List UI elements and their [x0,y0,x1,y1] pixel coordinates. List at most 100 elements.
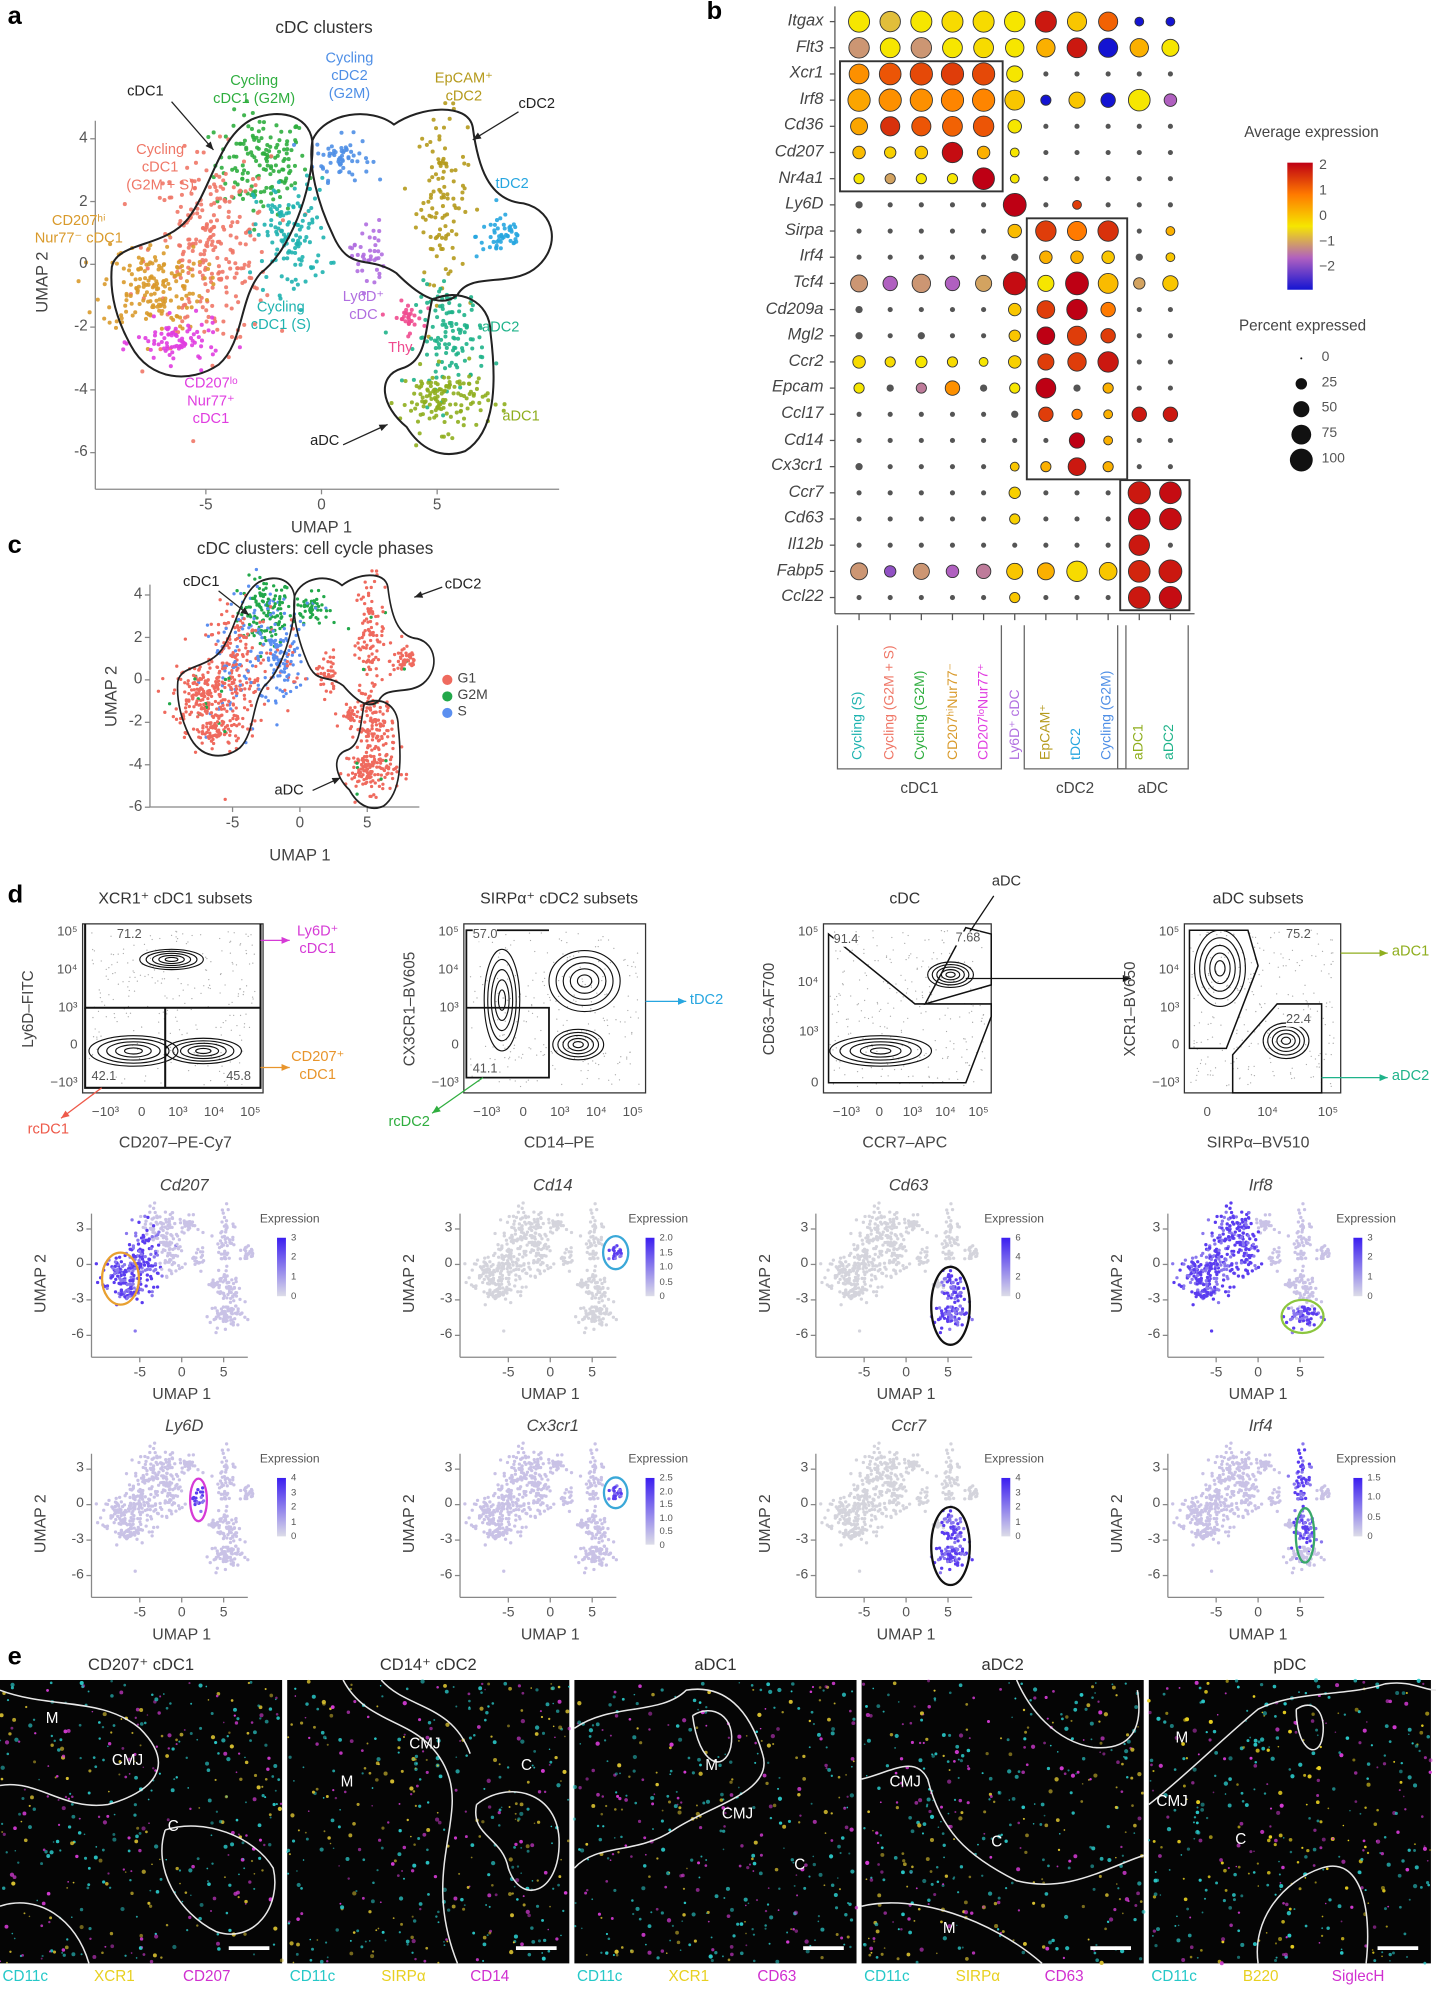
flow-event [919,1056,921,1058]
umap-point [328,160,333,165]
flow-event [1273,952,1275,954]
umap-point [224,275,229,280]
dot-Irf4-6 [1039,250,1053,264]
flow-event [1224,1060,1226,1062]
umap-point [269,223,274,228]
umap-point [245,170,250,175]
umap-point [440,246,445,252]
umap-point [210,239,215,244]
umap-point [198,299,203,304]
umap-point [425,405,430,410]
dot-Cx3cr1-9 [1136,464,1142,470]
umap-point [201,150,206,155]
umap-point [289,279,294,284]
phase-point [324,689,328,693]
feature-point [238,1312,242,1316]
umap-point [197,215,202,220]
feature-point [136,1238,140,1242]
dot-Cd14-6 [1043,437,1049,444]
umap-point [214,173,219,178]
flow-event [867,1017,870,1020]
flow-event [556,1050,558,1052]
dot-Cd209a-9 [1136,307,1142,313]
umap-point [436,342,442,347]
phase-point [244,635,248,640]
umap-point [184,293,189,298]
phase-point [366,732,370,736]
umap-point [403,379,408,384]
phase-point [354,784,358,788]
phase-point [199,686,203,690]
flow-event [489,1058,491,1060]
flow-event [911,981,913,983]
umap-point [180,252,185,257]
phase-point [288,689,293,694]
umap-point [428,234,433,239]
dot-Sirpa-5 [1007,223,1022,239]
flow-event [901,1045,903,1047]
umap-point [153,258,158,263]
flow-event [1291,1038,1293,1040]
flow-event [566,959,568,961]
phase-point [350,777,354,781]
umap-point [164,341,169,346]
flow-event [916,968,918,970]
phase-point [209,622,213,626]
phase-point [316,604,321,608]
flow-event [847,1018,849,1020]
dot-Ccr7-3 [949,490,956,496]
feature-point [232,1243,236,1247]
feature-point [170,1272,174,1276]
phase-point [326,660,330,664]
flow-event [1325,1005,1327,1008]
dot-Ccl22-6 [1043,594,1049,601]
umap-point [302,238,307,243]
flow-event [577,933,579,935]
umap-point [124,309,129,314]
umap-point [495,226,500,231]
dot-Tcf4-10 [1162,275,1179,292]
phase-point [272,584,276,588]
phase-point [362,645,366,650]
umap-point [498,246,503,251]
feature-point [142,1260,146,1264]
phase-point [292,647,297,652]
umap-point [303,279,308,284]
flow-event [1265,1020,1267,1022]
phase-point [183,706,188,710]
flow-event [99,992,101,994]
umap-point [454,321,459,327]
phase-point [210,714,215,718]
phase-point [227,646,231,650]
phase-point [301,615,305,619]
flow-event [231,961,233,964]
phase-point [322,594,326,599]
umap-point [494,198,499,203]
dot-Cd63-2 [918,516,924,522]
flow-event [626,1056,628,1058]
flow-event [1305,1063,1308,1066]
phase-point [223,669,227,673]
phase-point [209,711,214,715]
dot-Ccl22-7 [1074,594,1080,601]
feature-point [589,1208,593,1212]
umap-point [148,312,153,317]
phase-point [335,724,340,728]
feature-point [234,1276,238,1280]
umap-point [377,275,382,280]
phase-point [274,642,279,647]
phase-point [188,712,192,717]
dot-Fabp5-7 [1066,560,1088,583]
umap-point [270,240,275,245]
flow-event [543,984,546,987]
flow-event [943,942,945,944]
umap-point [171,356,176,361]
umap-point [248,270,253,275]
umap-point [422,323,427,328]
flow-event [195,1024,197,1026]
umap-point [430,375,435,380]
dot-Nr4a1-7 [1074,176,1080,182]
umap-point [221,178,226,183]
phase-point [372,793,376,797]
phase-point [248,684,253,688]
